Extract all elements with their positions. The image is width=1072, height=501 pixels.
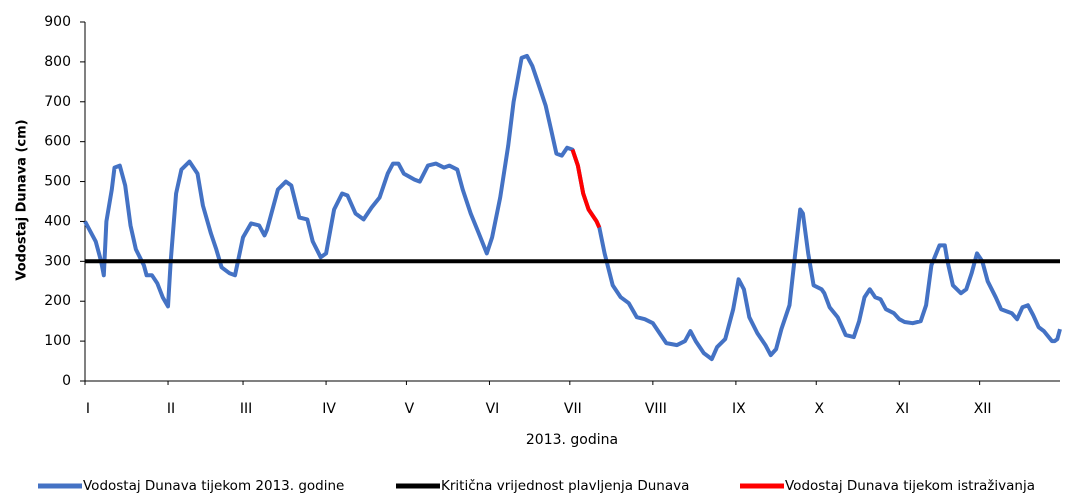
x-tick-label: VIII bbox=[645, 401, 667, 417]
x-tick-label: V bbox=[405, 401, 415, 417]
y-tick-label: 300 bbox=[44, 253, 71, 269]
x-tick-label: VII bbox=[564, 401, 582, 417]
x-axis-label: 2013. godina bbox=[526, 432, 618, 448]
y-tick-label: 600 bbox=[44, 134, 71, 150]
x-tick-label: XI bbox=[895, 401, 909, 417]
y-tick-label: 100 bbox=[44, 333, 71, 349]
y-tick-label: 700 bbox=[44, 94, 71, 110]
x-tick-label: VI bbox=[486, 401, 500, 417]
y-axis-label: Vodostaj Dunava (cm) bbox=[15, 119, 30, 280]
x-tick-label: IX bbox=[732, 401, 746, 417]
x-tick-label: II bbox=[167, 401, 175, 417]
y-tick-label: 900 bbox=[44, 14, 71, 30]
legend-label: Kritična vrijednost plavljenja Dunava bbox=[441, 478, 689, 494]
y-tick-label: 800 bbox=[44, 54, 71, 70]
series-line bbox=[83, 53, 1062, 362]
legend-label: Vodostaj Dunava tijekom istraživanja bbox=[785, 478, 1035, 494]
y-tick-label: 500 bbox=[44, 174, 71, 190]
series-line bbox=[570, 148, 602, 229]
x-tick-label: III bbox=[240, 401, 252, 417]
x-tick-label: I bbox=[86, 401, 90, 417]
x-tick-label: XII bbox=[974, 401, 992, 417]
x-tick-label: X bbox=[814, 401, 824, 417]
y-tick-label: 0 bbox=[62, 373, 71, 389]
y-tick-label: 200 bbox=[44, 293, 71, 309]
x-tick-label: IV bbox=[322, 401, 336, 417]
legend-label: Vodostaj Dunava tijekom 2013. godine bbox=[83, 478, 344, 494]
y-tick-label: 400 bbox=[44, 213, 71, 229]
